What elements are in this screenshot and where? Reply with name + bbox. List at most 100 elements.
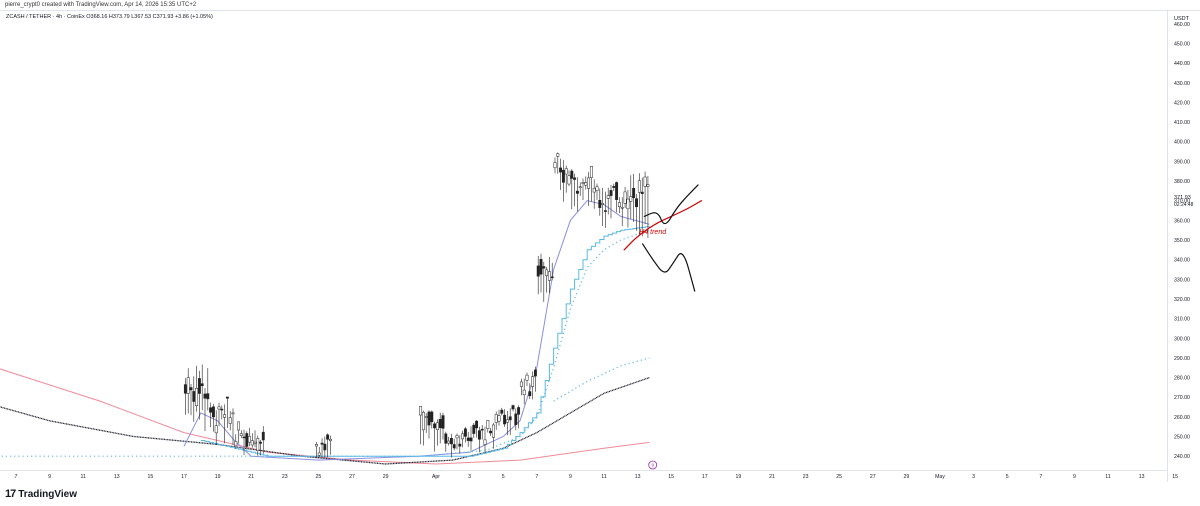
candle-body	[320, 442, 324, 445]
h4-trend-annotation[interactable]: H4 trend	[639, 229, 667, 236]
candle-body	[449, 438, 453, 445]
candle-body	[545, 269, 549, 277]
candle-body	[489, 430, 493, 434]
candle-body	[466, 437, 470, 441]
moving-averages	[0, 200, 650, 465]
brand-name: TradingView	[18, 488, 77, 500]
time-tick-label: 23	[282, 474, 288, 480]
price-tick-label: 450.00	[1174, 41, 1190, 47]
time-tick-label: 3	[468, 474, 471, 480]
svg-text:02:24:48: 02:24:48	[1174, 202, 1194, 208]
current-price-label: 371.93 02:24:48	[1174, 195, 1194, 208]
candle-body	[587, 177, 591, 189]
candle-body	[646, 184, 650, 187]
candle-body	[237, 421, 240, 431]
time-tick-label: May	[935, 474, 945, 480]
time-tick-label: 11	[1105, 474, 1110, 480]
price-tick-label: 390.00	[1174, 159, 1190, 165]
time-tick-label: 23	[803, 474, 809, 480]
projection-path-1	[643, 184, 699, 225]
candle-body	[183, 384, 187, 394]
candle-body	[635, 198, 638, 208]
candle-body	[533, 369, 537, 377]
candle-body	[197, 378, 201, 394]
time-tick-label: 5	[1006, 474, 1009, 480]
time-tick-label: 21	[248, 474, 254, 480]
candle-body	[447, 440, 451, 444]
candle-body	[317, 452, 321, 456]
candle-body	[427, 411, 431, 426]
candle-body	[214, 425, 218, 434]
candle-body	[617, 202, 621, 208]
user-drawings[interactable]	[623, 184, 703, 292]
event-badge[interactable]: 9	[648, 460, 658, 470]
candle-body	[612, 186, 616, 188]
price-tick-label: 360.00	[1174, 218, 1190, 224]
candle-body	[458, 443, 462, 447]
candle-body	[472, 424, 476, 434]
candle-body	[640, 191, 644, 194]
tradingview-brand[interactable]: 17 TradingView	[5, 488, 77, 500]
candle-body	[186, 377, 190, 394]
candle-body	[200, 383, 204, 387]
candle-body	[615, 182, 619, 200]
candlesticks	[183, 152, 650, 458]
time-tick-label: 15	[1172, 474, 1178, 480]
price-tick-label: 460.00	[1174, 22, 1190, 28]
price-chart[interactable]: ZCASH / TETHER · 4h · CoinEx O368.16 H37…	[0, 10, 1200, 482]
candle-body	[189, 387, 193, 391]
candle-body	[419, 406, 423, 416]
time-tick-label: 13	[635, 474, 641, 480]
candle-body	[463, 428, 467, 437]
candle-body	[511, 405, 515, 410]
time-tick-label: 9	[1073, 474, 1076, 480]
candle-body	[578, 186, 582, 188]
time-tick-label: 3	[972, 474, 975, 480]
price-axis[interactable]: 240.00 250.00 260.00 270.00 280.00 290.00 300.…	[1174, 22, 1190, 460]
candle-body	[455, 435, 459, 439]
time-tick-label: 29	[904, 474, 910, 480]
candle-body	[203, 393, 207, 399]
time-tick-label: 7	[15, 474, 18, 480]
time-tick-label: 7	[1039, 474, 1042, 480]
symbol-info: ZCASH / TETHER · 4h · CoinEx O368.16 H37…	[6, 14, 213, 20]
candle-body	[514, 413, 518, 425]
candle-body	[444, 433, 448, 444]
candle-body	[508, 416, 512, 421]
candle-body	[225, 396, 229, 399]
candle-body	[461, 433, 465, 440]
candle-body	[314, 444, 318, 447]
candle-body	[629, 196, 633, 202]
price-tick-label: 410.00	[1174, 120, 1190, 126]
time-axis[interactable]: 7 9 11 13 15 17 19 21 23 25 27 29 Apr 3 5 7 9 11 13 15 17 19 2…	[15, 474, 1179, 480]
candle-body	[522, 389, 526, 396]
candle-body	[637, 180, 641, 193]
candle-body	[239, 433, 243, 436]
candle-body	[575, 190, 579, 194]
time-tick-label: 13	[1139, 474, 1145, 480]
time-tick-label: 17	[702, 474, 708, 480]
time-tick-label: 17	[181, 474, 187, 480]
candle-body	[242, 436, 246, 439]
candle-body	[250, 440, 254, 446]
candle-body	[567, 175, 571, 185]
candle-body	[528, 391, 532, 397]
candle-body	[483, 439, 487, 445]
candle-body	[195, 388, 199, 406]
time-tick-label: 19	[215, 474, 221, 480]
candle-body	[248, 436, 251, 443]
candle-body	[606, 195, 610, 199]
candle-body	[435, 422, 439, 431]
time-tick-label: 15	[148, 474, 154, 480]
time-tick-label: 7	[535, 474, 538, 480]
candle-body	[556, 153, 560, 157]
price-tick-label: 430.00	[1174, 81, 1190, 87]
price-tick-label: 420.00	[1174, 100, 1190, 106]
candle-body	[547, 271, 551, 281]
candle-body	[603, 210, 607, 212]
price-tick-label: 350.00	[1174, 238, 1190, 244]
candle-body	[497, 415, 501, 422]
time-tick-label: 25	[836, 474, 842, 480]
candle-body	[561, 169, 565, 183]
price-tick-label: 440.00	[1174, 61, 1190, 67]
